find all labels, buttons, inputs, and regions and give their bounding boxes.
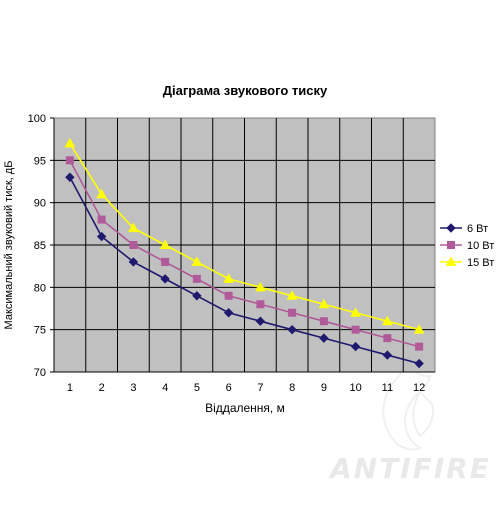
data-point — [256, 300, 265, 309]
x-tick-label: 11 — [382, 382, 393, 394]
data-point — [318, 298, 330, 309]
y-tick-label: 80 — [34, 282, 46, 294]
data-point — [350, 307, 361, 317]
x-tick-label: 10 — [350, 382, 362, 394]
data-point — [350, 341, 361, 352]
data-point — [224, 291, 233, 300]
data-point — [287, 324, 297, 335]
legend-label: 6 Вт — [467, 223, 488, 235]
x-tick-label: 3 — [130, 382, 136, 394]
series-group — [64, 137, 425, 369]
data-point — [192, 291, 202, 301]
x-tick-label: 5 — [194, 382, 200, 394]
y-tick-label: 75 — [34, 325, 46, 337]
data-point — [255, 316, 266, 326]
x-tick-label: 6 — [226, 382, 232, 394]
chart-title: Діаграма звукового тиску — [163, 83, 328, 98]
data-point — [96, 231, 107, 242]
x-axis-label: Віддалення, м — [205, 401, 285, 415]
legend-label: 10 Вт — [467, 240, 494, 252]
data-point — [161, 257, 170, 266]
x-tick-label: 9 — [321, 382, 327, 394]
series-line — [69, 159, 420, 348]
x-tick-label: 2 — [99, 382, 105, 394]
grid — [54, 118, 435, 372]
legend-item: 6 Вт — [440, 223, 488, 235]
data-point — [413, 324, 425, 334]
y-tick-label: 90 — [34, 198, 46, 210]
y-tick-label: 100 — [28, 113, 46, 125]
legend-item: 15 Вт — [440, 256, 494, 269]
data-point — [65, 172, 75, 182]
x-tick-label: 1 — [67, 382, 73, 394]
legend-marker — [447, 241, 455, 249]
data-point — [65, 156, 74, 165]
series-line — [69, 176, 420, 365]
legend-marker — [445, 256, 457, 266]
data-point — [319, 333, 329, 343]
data-point — [414, 358, 424, 369]
data-point — [351, 325, 360, 334]
x-tick-label: 8 — [289, 382, 295, 394]
flame-logo — [382, 366, 434, 451]
data-point — [382, 350, 393, 360]
data-point — [128, 222, 139, 233]
data-point — [159, 239, 171, 249]
data-point — [128, 257, 139, 267]
data-point — [223, 308, 234, 318]
data-point — [415, 342, 424, 351]
data-point — [288, 308, 297, 317]
data-point — [255, 281, 266, 292]
x-tick-label: 4 — [162, 382, 168, 394]
series-15-Вт — [64, 137, 425, 334]
y-tick-label: 70 — [34, 367, 46, 379]
series-10-Вт — [65, 156, 424, 351]
y-tick-label: 85 — [34, 240, 46, 252]
data-point — [382, 315, 393, 326]
watermark-text: ANTIFIRE — [330, 452, 491, 485]
data-point — [319, 317, 328, 326]
data-point — [129, 241, 138, 249]
series-line — [69, 142, 420, 331]
legend-item: 10 Вт — [440, 240, 494, 252]
legend-marker — [446, 223, 456, 233]
data-point — [192, 274, 201, 283]
data-point — [286, 290, 298, 300]
y-tick-label: 95 — [34, 155, 46, 167]
legend: 6 Вт 10 Вт 15 Вт — [440, 223, 494, 269]
data-point — [64, 137, 76, 148]
x-tick-label: 12 — [413, 382, 425, 394]
x-tick-label: 7 — [257, 382, 263, 394]
data-point — [191, 256, 203, 266]
y-axis-label: Максимальний звуковий тиск, дБ — [3, 161, 15, 330]
legend-label: 15 Вт — [467, 257, 494, 269]
data-point — [97, 215, 106, 224]
data-point — [160, 274, 170, 284]
data-point — [383, 334, 392, 343]
data-point — [96, 188, 107, 199]
series-6-Вт — [65, 172, 424, 369]
data-point — [223, 273, 234, 283]
